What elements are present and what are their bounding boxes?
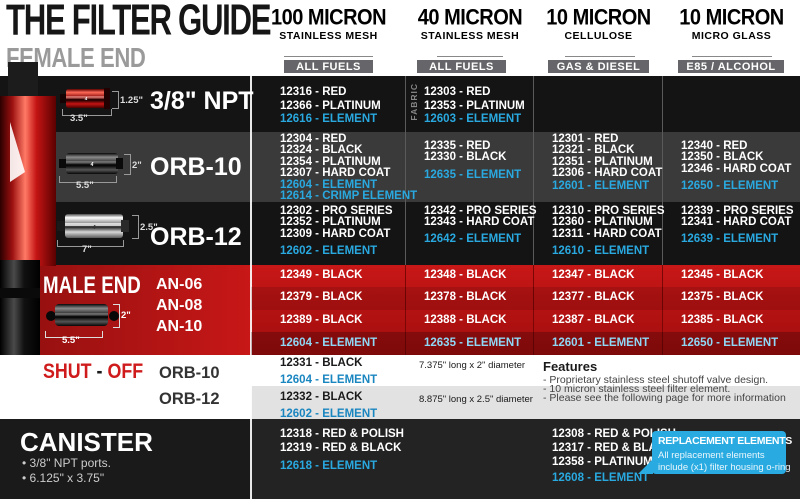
svg-text:4: 4 — [91, 225, 95, 231]
svg-text:4: 4 — [84, 96, 88, 101]
svg-text:4: 4 — [90, 162, 94, 168]
